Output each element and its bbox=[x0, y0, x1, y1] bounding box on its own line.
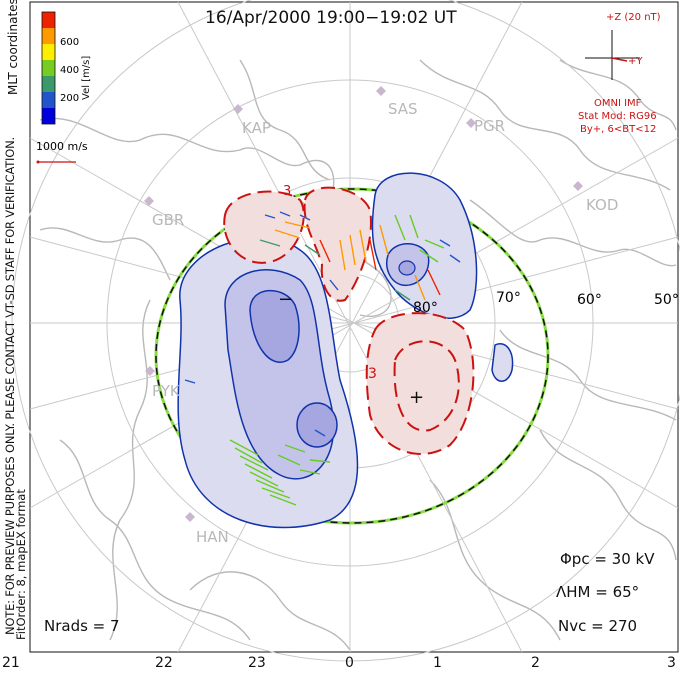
potential-minimum: − bbox=[278, 289, 293, 310]
imf-y-label: +Y bbox=[628, 56, 643, 67]
station-label-pgr: PGR bbox=[474, 117, 506, 135]
radar-count: Nrads = 7 bbox=[44, 617, 120, 635]
mlt-tick-2: 2 bbox=[531, 655, 540, 671]
station-markers bbox=[144, 86, 583, 522]
coordinate-label: MLT coordinates bbox=[6, 0, 20, 95]
latitude-label-70: 70° bbox=[496, 290, 521, 306]
imf-source: OMNI IMF bbox=[594, 98, 642, 109]
fit-order: FitOrder: 8, mapEX format bbox=[14, 489, 28, 640]
station-label-kap: KAP bbox=[242, 119, 271, 137]
latitude-label-50: 50° bbox=[654, 292, 679, 308]
colorbar-tick-400: 400 bbox=[60, 65, 80, 76]
colorbar-label: Vel [m/s] bbox=[81, 55, 92, 100]
station-label-pyk: PYK bbox=[152, 382, 180, 400]
contour-label: 3 bbox=[368, 366, 377, 382]
mlt-tick-21: 21 bbox=[2, 655, 20, 671]
mlt-tick-22: 22 bbox=[155, 655, 173, 671]
contour-label: 3 bbox=[283, 184, 291, 199]
colorbar-tick-600: 600 bbox=[60, 37, 80, 48]
station-label-kod: KOD bbox=[586, 196, 619, 214]
station-marker-sas bbox=[376, 86, 386, 96]
latitude-label-60: 60° bbox=[577, 292, 602, 308]
positive-cell bbox=[223, 186, 475, 455]
stat-model: Stat Mod: RG96 bbox=[578, 111, 657, 122]
station-label-sas: SAS bbox=[388, 100, 418, 118]
mlt-tick-23: 23 bbox=[248, 655, 266, 671]
cross-polar-potential: Φpc = 30 kV bbox=[560, 550, 655, 568]
imf-clock bbox=[585, 30, 640, 80]
mlt-tick-0: 0 bbox=[345, 655, 354, 671]
latitude-label-80: 80° bbox=[413, 300, 438, 316]
scale-vector-origin bbox=[36, 160, 40, 164]
mlt-tick-1: 1 bbox=[433, 655, 442, 671]
station-label-han: HAN bbox=[196, 528, 229, 546]
velocity-vectors bbox=[184, 211, 461, 506]
plot-frame bbox=[29, 1, 679, 653]
vector-count: Nvc = 270 bbox=[558, 617, 638, 635]
potential-maximum: + bbox=[409, 387, 424, 408]
station-marker-pgr bbox=[466, 118, 476, 128]
station-marker-kod bbox=[573, 181, 583, 191]
station-label-gbr: GBR bbox=[152, 211, 185, 229]
negative-cell bbox=[177, 172, 514, 529]
station-marker-kap bbox=[233, 104, 243, 114]
imf-condition: By+, 6<BT<12 bbox=[580, 124, 657, 135]
velocity-color-bar bbox=[41, 11, 56, 125]
heppner-maynard-boundary-dash bbox=[155, 188, 549, 524]
mlt-tick-3: 3 bbox=[667, 655, 676, 671]
imf-z-label: +Z (20 nT) bbox=[606, 12, 661, 23]
station-marker-gbr bbox=[144, 196, 154, 206]
scale-vector-label: 1000 m/s bbox=[36, 140, 88, 153]
map-title: 16/Apr/2000 19:00−19:02 UT bbox=[205, 8, 457, 28]
hm-latitude: ΛHM = 65° bbox=[556, 583, 640, 601]
colorbar-tick-200: 200 bbox=[60, 93, 80, 104]
station-marker-pyk bbox=[145, 366, 155, 376]
station-marker-han bbox=[185, 512, 195, 522]
